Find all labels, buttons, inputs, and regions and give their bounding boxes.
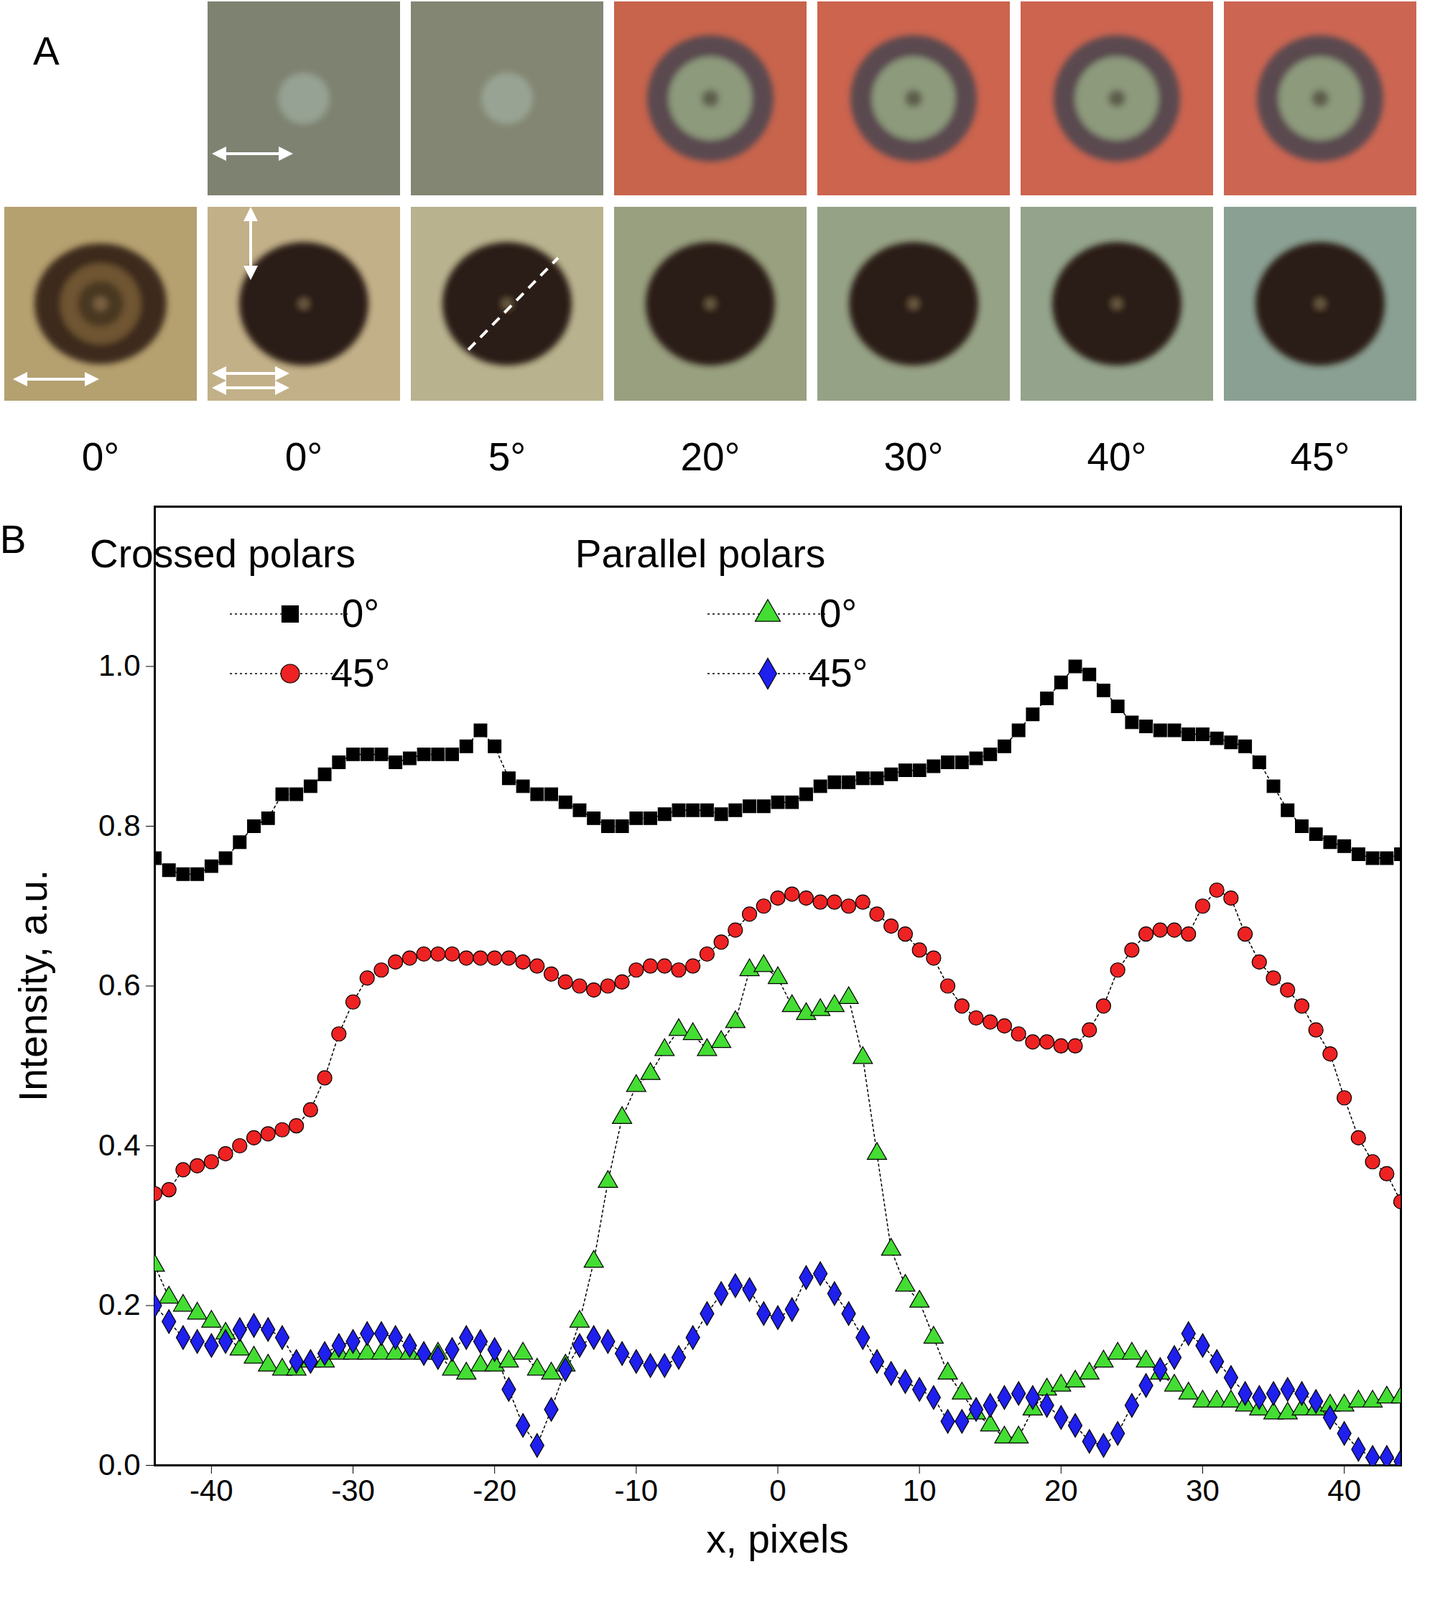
svg-text:0°: 0° — [285, 434, 324, 480]
svg-text:40: 40 — [1327, 1473, 1362, 1508]
svg-text:A: A — [33, 28, 60, 74]
svg-text:5°: 5° — [488, 434, 527, 480]
svg-text:-20: -20 — [472, 1473, 517, 1508]
svg-text:30°: 30° — [883, 434, 944, 480]
svg-text:0°: 0° — [819, 591, 858, 636]
svg-text:20: 20 — [1044, 1473, 1079, 1508]
svg-text:-10: -10 — [614, 1473, 658, 1508]
svg-text:10: 10 — [902, 1473, 937, 1508]
svg-text:-40: -40 — [189, 1473, 234, 1508]
svg-text:0.4: 0.4 — [98, 1128, 141, 1163]
svg-text:Crossed polars: Crossed polars — [89, 531, 356, 577]
svg-text:Parallel polars: Parallel polars — [575, 531, 826, 577]
svg-text:0.6: 0.6 — [98, 968, 141, 1002]
svg-text:-30: -30 — [331, 1473, 375, 1508]
svg-text:0.2: 0.2 — [98, 1287, 141, 1322]
svg-text:0°: 0° — [81, 434, 120, 480]
svg-text:x, pixels: x, pixels — [706, 1516, 849, 1562]
svg-text:B: B — [0, 517, 26, 562]
svg-text:40°: 40° — [1086, 434, 1147, 480]
svg-text:1.0: 1.0 — [98, 648, 141, 683]
svg-text:45°: 45° — [808, 650, 868, 696]
svg-text:0: 0 — [769, 1473, 786, 1508]
svg-text:20°: 20° — [680, 434, 740, 480]
svg-text:0°: 0° — [341, 591, 380, 636]
svg-text:Intensity, a.u.: Intensity, a.u. — [10, 869, 56, 1102]
svg-text:45°: 45° — [330, 650, 390, 696]
svg-text:0.0: 0.0 — [98, 1447, 141, 1482]
svg-text:45°: 45° — [1289, 434, 1350, 480]
svg-text:0.8: 0.8 — [98, 808, 141, 843]
svg-text:30: 30 — [1185, 1473, 1220, 1508]
